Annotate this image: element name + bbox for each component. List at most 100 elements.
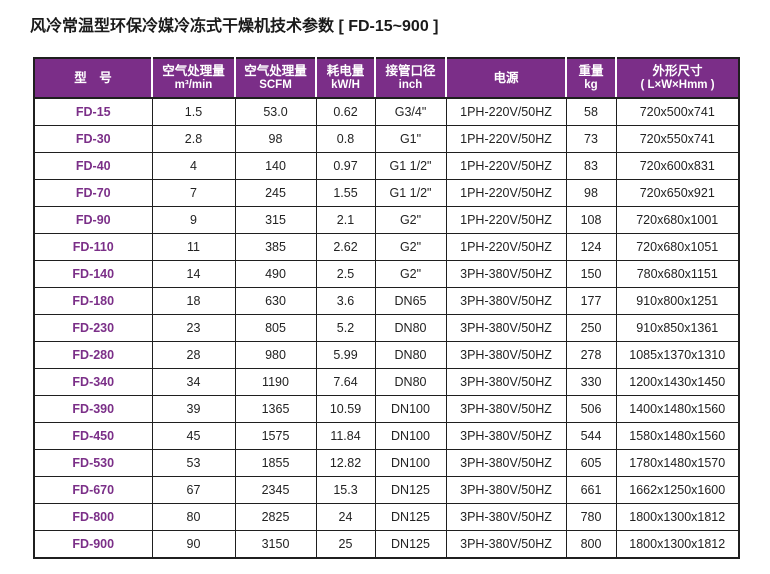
value-cell: 315: [234, 206, 317, 234]
value-cell: 3PH-380V/50HZ: [445, 449, 567, 477]
value-cell: 67: [151, 476, 236, 504]
header-label-en: kW/H: [331, 79, 360, 91]
value-cell: 245: [234, 179, 317, 207]
model-cell: FD-90: [33, 206, 153, 234]
value-cell: 805: [234, 314, 317, 342]
table-row: FD-15 1.5 53.0 0.62 G3/4" 1PH-220V/50HZ 58 720x…: [33, 97, 740, 126]
value-cell: 630: [234, 287, 317, 315]
value-cell: 1780x1480x1570: [615, 449, 740, 477]
value-cell: 506: [565, 395, 617, 423]
value-cell: 53: [151, 449, 236, 477]
value-cell: 3PH-380V/50HZ: [445, 287, 567, 315]
table-row: FD-110 11 385 2.62 G2" 1PH-220V/50HZ 124 720x68…: [33, 233, 740, 261]
value-cell: 720x680x1051: [615, 233, 740, 261]
model-cell: FD-140: [33, 260, 153, 288]
value-cell: 910x800x1251: [615, 287, 740, 315]
value-cell: G1 1/2": [374, 152, 447, 180]
model-cell: FD-230: [33, 314, 153, 342]
value-cell: 800: [565, 530, 617, 559]
value-cell: 1662x1250x1600: [615, 476, 740, 504]
value-cell: G1": [374, 125, 447, 153]
value-cell: G3/4": [374, 97, 447, 126]
value-cell: 2.8: [151, 125, 236, 153]
value-cell: 1855: [234, 449, 317, 477]
value-cell: DN125: [374, 530, 447, 559]
header-cell: 接管口径 inch: [374, 57, 447, 99]
value-cell: 5.2: [315, 314, 376, 342]
value-cell: 330: [565, 368, 617, 396]
value-cell: 150: [565, 260, 617, 288]
model-cell: FD-30: [33, 125, 153, 153]
table-row: FD-40 4 140 0.97 G1 1/2" 1PH-220V/50HZ 83 720x6…: [33, 152, 740, 180]
value-cell: G2": [374, 233, 447, 261]
value-cell: 250: [565, 314, 617, 342]
value-cell: 385: [234, 233, 317, 261]
model-cell: FD-340: [33, 368, 153, 396]
value-cell: 1800x1300x1812: [615, 530, 740, 559]
header-cell: 空气处理量 m³/min: [151, 57, 236, 99]
header-label-zh: 外形尺寸: [652, 64, 703, 78]
header-cell: 空气处理量 SCFM: [234, 57, 317, 99]
value-cell: DN100: [374, 395, 447, 423]
spec-table-body: FD-15 1.5 53.0 0.62 G3/4" 1PH-220V/50HZ 58 720x…: [33, 97, 740, 559]
value-cell: 14: [151, 260, 236, 288]
value-cell: DN125: [374, 476, 447, 504]
value-cell: 1800x1300x1812: [615, 503, 740, 531]
table-row: FD-70 7 245 1.55 G1 1/2" 1PH-220V/50HZ 98 720x6…: [33, 179, 740, 207]
value-cell: DN65: [374, 287, 447, 315]
value-cell: 3.6: [315, 287, 376, 315]
value-cell: G1 1/2": [374, 179, 447, 207]
spec-table-head: 型 号空气处理量 m³/min 空气处理量 SCFM 耗电量 kW/H 接管口径 inch 电源…: [33, 57, 740, 99]
value-cell: 1200x1430x1450: [615, 368, 740, 396]
model-cell: FD-670: [33, 476, 153, 504]
value-cell: 4: [151, 152, 236, 180]
value-cell: 780: [565, 503, 617, 531]
value-cell: 1085x1370x1310: [615, 341, 740, 369]
value-cell: 98: [234, 125, 317, 153]
value-cell: 3150: [234, 530, 317, 559]
value-cell: 720x500x741: [615, 97, 740, 126]
model-cell: FD-280: [33, 341, 153, 369]
value-cell: 83: [565, 152, 617, 180]
table-row: FD-800 80 2825 24 DN125 3PH-380V/50HZ 780 1800x…: [33, 503, 740, 531]
value-cell: 15.3: [315, 476, 376, 504]
header-cell: 耗电量 kW/H: [315, 57, 376, 99]
value-cell: 0.97: [315, 152, 376, 180]
header-cell: 型 号: [33, 57, 153, 99]
value-cell: 11: [151, 233, 236, 261]
value-cell: 910x850x1361: [615, 314, 740, 342]
header-cell: 外形尺寸( L×W×Hmm ): [615, 57, 740, 99]
value-cell: 3PH-380V/50HZ: [445, 476, 567, 504]
spec-table: 型 号空气处理量 m³/min 空气处理量 SCFM 耗电量 kW/H 接管口径 inch 电源…: [33, 57, 740, 559]
value-cell: 0.8: [315, 125, 376, 153]
value-cell: 1575: [234, 422, 317, 450]
value-cell: 1PH-220V/50HZ: [445, 206, 567, 234]
table-row: FD-900 90 3150 25 DN125 3PH-380V/50HZ 800 1800x…: [33, 530, 740, 559]
table-row: FD-30 2.8 98 0.8 G1" 1PH-220V/50HZ 73 720x550x7…: [33, 125, 740, 153]
value-cell: 2.62: [315, 233, 376, 261]
value-cell: 1365: [234, 395, 317, 423]
model-cell: FD-180: [33, 287, 153, 315]
value-cell: 45: [151, 422, 236, 450]
value-cell: 3PH-380V/50HZ: [445, 503, 567, 531]
value-cell: 780x680x1151: [615, 260, 740, 288]
header-cell: 电源: [445, 57, 567, 99]
value-cell: 3PH-380V/50HZ: [445, 314, 567, 342]
header-label-zh: 空气处理量: [244, 64, 307, 78]
table-row: FD-90 9 315 2.1 G2" 1PH-220V/50HZ 108 720x680x1…: [33, 206, 740, 234]
value-cell: 177: [565, 287, 617, 315]
value-cell: 661: [565, 476, 617, 504]
model-cell: FD-530: [33, 449, 153, 477]
value-cell: 2.1: [315, 206, 376, 234]
value-cell: 2345: [234, 476, 317, 504]
value-cell: 140: [234, 152, 317, 180]
value-cell: 720x680x1001: [615, 206, 740, 234]
page-title: 风冷常温型环保冷媒冷冻式干燥机技术参数 [ FD-15~900 ]: [30, 18, 439, 35]
value-cell: 3PH-380V/50HZ: [445, 530, 567, 559]
value-cell: 1PH-220V/50HZ: [445, 97, 567, 126]
model-cell: FD-15: [33, 97, 153, 126]
model-cell: FD-900: [33, 530, 153, 559]
value-cell: 34: [151, 368, 236, 396]
value-cell: 1.55: [315, 179, 376, 207]
